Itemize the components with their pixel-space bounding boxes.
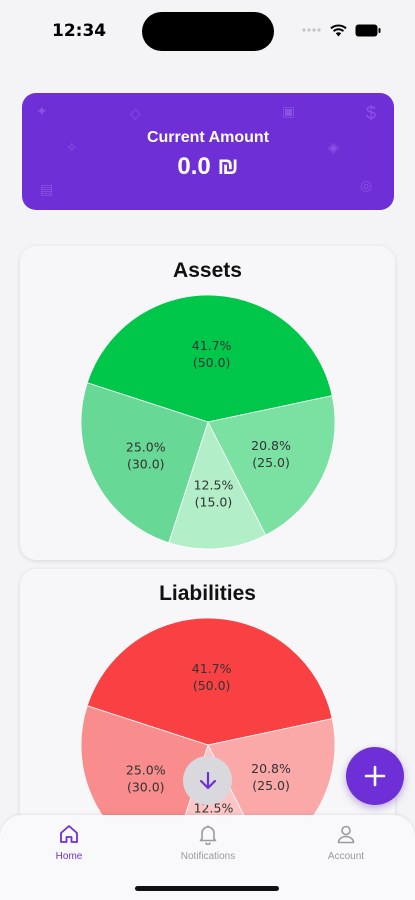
status-bar: 12:34 (0, 0, 415, 60)
liabilities-slice-percent-label: 41.7% (192, 661, 232, 676)
liabilities-slice-percent-label: 25.0% (126, 763, 166, 778)
assets-pie-slice (86, 294, 333, 423)
nav-label-account: Account (327, 851, 365, 862)
current-amount-label: Current Amount (146, 129, 270, 146)
liabilities-title: Liabilities (159, 582, 256, 605)
signal-icon (302, 28, 321, 32)
home-icon (60, 825, 78, 843)
arrow-down-icon (199, 771, 216, 789)
decorative-icon: ✦ (36, 103, 48, 119)
assets-slice-percent-label: 41.7% (192, 338, 232, 353)
assets-slice-percent-label: 25.0% (126, 440, 166, 455)
assets-slice-value-label: (30.0) (127, 457, 165, 472)
assets-pie-slice (168, 420, 267, 550)
wifi-icon (330, 23, 347, 36)
liabilities-slice-percent-label: 20.8% (251, 761, 291, 776)
assets-slice-percent-label: 12.5% (194, 478, 234, 493)
add-button[interactable] (346, 747, 404, 805)
assets-title: Assets (173, 259, 242, 282)
status-icons (302, 22, 381, 38)
assets-card: Assets 41.7% (50.0) 20.8% (25.0) 12.5% (15.0)… (20, 246, 395, 560)
liabilities-slice-value-label: (50.0) (193, 678, 231, 693)
assets-pie-chart: 41.7% (50.0) 20.8% (25.0) 12.5% (15.0) 25.0% (3… (80, 294, 336, 550)
dynamic-island (142, 12, 274, 51)
current-amount-value: 0.0 ₪ (177, 153, 239, 180)
liabilities-slice-value-label: (30.0) (127, 780, 165, 795)
assets-pie-slice (207, 395, 336, 536)
bell-icon (199, 825, 217, 845)
assets-slice-value-label: (50.0) (193, 355, 231, 370)
liabilities-pie-slice (86, 617, 333, 746)
battery-icon (355, 24, 381, 36)
plus-icon (364, 765, 386, 787)
person-icon (337, 825, 355, 844)
assets-slice-percent-label: 20.8% (251, 438, 291, 453)
decorative-icon: ◎ (360, 177, 373, 193)
assets-pie-slice (80, 382, 209, 544)
bottom-navigation: Home Notifications Account (0, 815, 415, 900)
decorative-icon: ◈ (328, 139, 339, 155)
liabilities-slice-value-label: (25.0) (252, 778, 290, 793)
decorative-icon: ◇ (130, 105, 141, 121)
assets-slice-value-label: (15.0) (195, 495, 233, 510)
nav-label-notifications: Notifications (180, 851, 236, 862)
status-time: 12:34 (52, 21, 107, 41)
decorative-icon: $ (366, 103, 377, 123)
nav-item-account[interactable]: Account (296, 823, 396, 862)
assets-slice-value-label: (25.0) (252, 455, 290, 470)
decorative-icon: ▣ (282, 103, 296, 119)
nav-label-home: Home (55, 851, 83, 862)
decorative-icon: ✧ (66, 139, 78, 155)
home-indicator (135, 886, 279, 891)
scroll-down-button[interactable] (183, 756, 232, 805)
nav-item-notifications[interactable]: Notifications (158, 823, 258, 862)
current-amount-card: ✦ ◇ ▣ $ ✧ ◈ ▤ ◎ Current Amount 0.0 ₪ (22, 93, 394, 210)
nav-item-home[interactable]: Home (19, 823, 119, 862)
decorative-icon: ▤ (40, 181, 54, 197)
